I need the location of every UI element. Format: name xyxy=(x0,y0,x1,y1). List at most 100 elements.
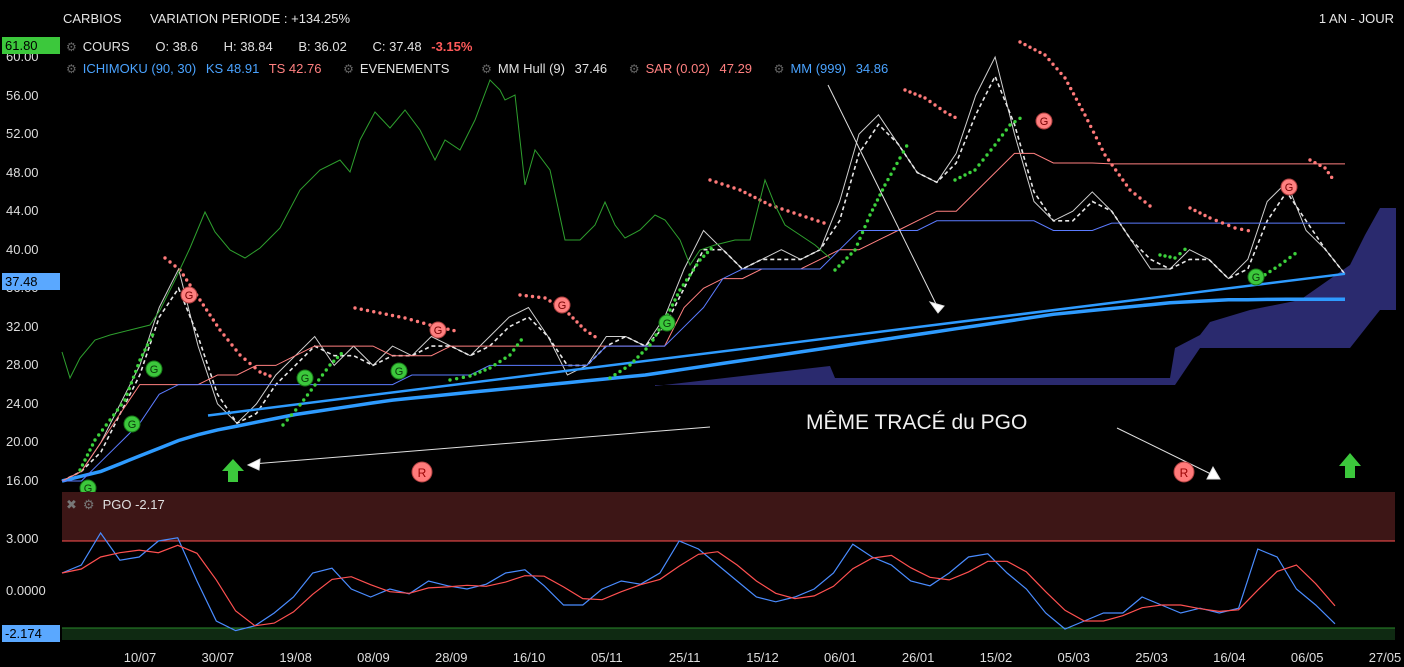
gear-icon[interactable]: ⚙ xyxy=(82,497,95,512)
sar-dot xyxy=(328,363,332,367)
period-selector[interactable]: 1 AN - JOUR xyxy=(1318,11,1394,26)
pgo-tick: 3.000 xyxy=(6,531,39,546)
series-ts xyxy=(62,220,1345,482)
sar-dot xyxy=(90,443,95,447)
sar-dot xyxy=(895,161,899,166)
svg-text:G: G xyxy=(434,325,443,337)
sar-dot xyxy=(1329,175,1334,180)
sar-dot xyxy=(390,313,395,318)
sar-dot xyxy=(863,224,867,229)
sar-dot xyxy=(858,236,862,241)
sar-dot xyxy=(163,256,167,260)
sar-dot xyxy=(1018,40,1022,44)
sar-dot xyxy=(933,103,937,107)
sar-dot xyxy=(657,328,661,332)
sar-dot xyxy=(88,448,92,452)
sar-dot xyxy=(1063,76,1067,80)
g-marker-icon: G xyxy=(553,296,571,314)
x-tick-label: 30/07 xyxy=(201,650,235,665)
sar-dot xyxy=(1138,196,1142,200)
sar-dot xyxy=(997,138,1001,142)
sar-dot xyxy=(694,263,699,267)
g-marker-icon: G xyxy=(1247,268,1265,286)
sar-dot xyxy=(849,252,853,256)
sar-dot xyxy=(889,172,893,176)
sar-dot xyxy=(184,278,189,282)
last-price-box: 37.48 xyxy=(2,273,60,290)
sar-dot xyxy=(253,366,257,370)
annotation-arrows xyxy=(246,84,1221,480)
sar-dot xyxy=(483,368,487,372)
sar-dot xyxy=(833,268,837,272)
sar-dot xyxy=(332,359,336,363)
y-tick-label: 20.00 xyxy=(6,434,39,450)
sar-dot xyxy=(85,453,90,457)
sar-dot xyxy=(317,378,321,382)
sar-dot xyxy=(845,256,849,260)
x-tick-label: 05/11 xyxy=(591,650,623,665)
pgo-legend: ✖ ⚙ PGO -2.17 xyxy=(66,497,165,512)
sar-dot xyxy=(138,358,142,362)
sar-dot xyxy=(409,318,413,322)
x-tick-label: 06/05 xyxy=(1290,650,1324,665)
sar-dot xyxy=(593,334,597,339)
svg-text:G: G xyxy=(1040,116,1049,128)
sar-dot xyxy=(977,163,981,167)
sar-dot xyxy=(211,318,216,322)
svg-text:G: G xyxy=(128,419,137,431)
sar-dot xyxy=(837,264,841,268)
sar-dot xyxy=(258,370,262,374)
sar-dot xyxy=(1013,119,1017,124)
sar-dot xyxy=(289,413,294,417)
sar-dot xyxy=(1083,113,1087,117)
sar-dot xyxy=(1124,183,1129,187)
sar-dot xyxy=(651,338,655,342)
g-marker-icon: G xyxy=(296,369,314,387)
gear-icon[interactable]: ⚙ xyxy=(773,62,785,76)
sar-dot xyxy=(913,92,917,96)
sar-dot xyxy=(1008,123,1012,127)
gear-icon[interactable]: ⚙ xyxy=(66,62,77,76)
sar-dot xyxy=(691,268,696,272)
sar-dot xyxy=(83,458,87,462)
sar-dot xyxy=(234,348,238,352)
sar-dot xyxy=(768,203,772,207)
sar-dot xyxy=(928,99,932,104)
sar-dot xyxy=(654,333,658,337)
sar-dot xyxy=(860,230,865,235)
pgo-oversold-zone xyxy=(62,628,1395,640)
sar-dot xyxy=(188,283,192,287)
sar-dot xyxy=(1239,227,1244,232)
sar-dot xyxy=(904,144,909,148)
gear-icon[interactable]: ⚙ xyxy=(343,62,354,76)
sar-dot xyxy=(123,398,127,402)
x-tick-label: 15/02 xyxy=(979,650,1013,665)
gear-icon[interactable]: ⚙ xyxy=(628,62,640,76)
y-tick-label: 48.00 xyxy=(6,164,39,180)
pgo-overbought-zone xyxy=(62,492,1395,541)
svg-text:R: R xyxy=(418,466,427,480)
sar-dot xyxy=(468,374,472,378)
sar-dot xyxy=(181,273,186,277)
sar-dot xyxy=(305,393,310,397)
close-icon[interactable]: ✖ xyxy=(66,497,77,512)
sar-dot xyxy=(488,366,492,370)
sar-dot xyxy=(1000,133,1005,137)
sar-dot xyxy=(628,363,632,367)
sar-dot xyxy=(230,343,234,347)
sar-dot xyxy=(127,386,131,391)
up-arrow-icon xyxy=(1339,453,1361,478)
sar-dot xyxy=(668,308,672,312)
gear-icon[interactable]: ⚙ xyxy=(66,40,77,54)
sar-dot xyxy=(883,183,887,187)
sar-dot xyxy=(503,356,507,360)
x-tick-label: 08/09 xyxy=(357,650,390,665)
sar-dot xyxy=(618,369,622,374)
sar-dot xyxy=(1220,221,1225,225)
sar-dot xyxy=(1158,253,1162,257)
sar-dot xyxy=(498,359,502,364)
gear-icon[interactable]: ⚙ xyxy=(481,62,492,76)
sar-dot xyxy=(714,180,718,184)
series-pgo-signal xyxy=(61,544,1336,627)
